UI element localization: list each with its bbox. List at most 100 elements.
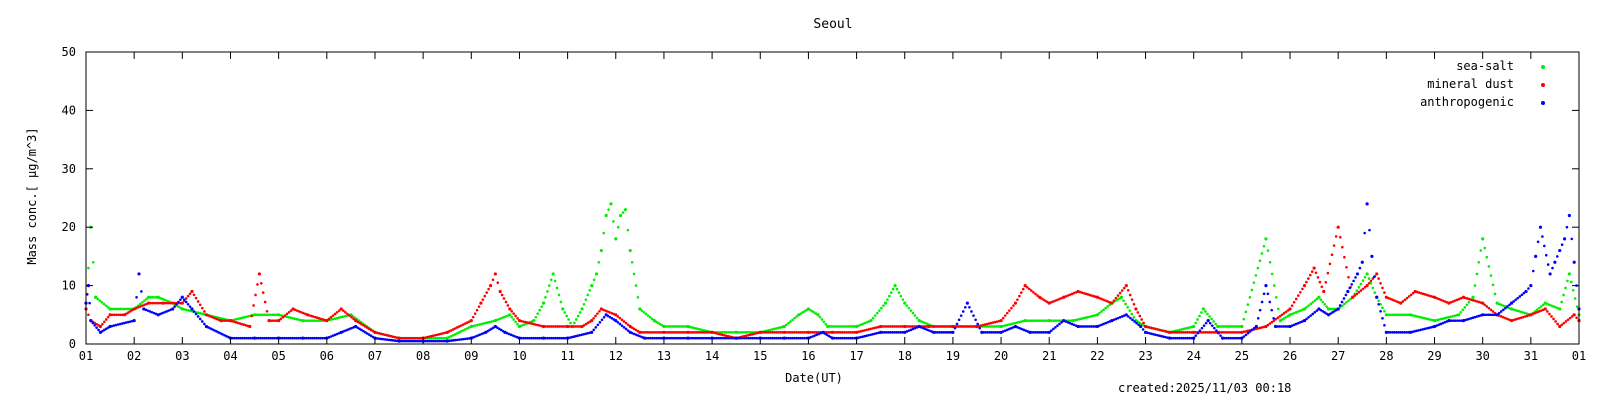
data-point: [813, 334, 816, 337]
data-point: [279, 336, 282, 340]
data-point: [985, 325, 989, 328]
data-point: [510, 315, 514, 319]
data-point: [474, 335, 477, 338]
data-point: [833, 331, 836, 334]
y-axis-label: Mass conc.[ μg/m^3]: [25, 127, 39, 264]
data-point: [1170, 331, 1173, 334]
data-point: [901, 298, 905, 301]
data-point: [1056, 298, 1059, 302]
data-point: [287, 315, 290, 319]
data-point: [551, 272, 555, 276]
data-point: [1535, 310, 1539, 314]
data-point: [861, 322, 865, 326]
data-point: [839, 331, 842, 334]
data-point: [399, 339, 403, 343]
data-point: [1135, 321, 1138, 325]
data-point: [559, 300, 563, 304]
data-point: [307, 319, 311, 322]
data-point: [1373, 291, 1377, 294]
data-point: [1441, 299, 1445, 302]
data-point: [114, 323, 118, 327]
data-point: [1268, 260, 1272, 264]
data-point: [1449, 319, 1453, 322]
data-point: [1168, 330, 1172, 334]
data-point: [199, 312, 202, 315]
data-point: [1112, 318, 1116, 322]
data-point: [362, 324, 365, 327]
data-point: [750, 331, 754, 334]
data-point: [736, 336, 740, 340]
data-point: [1569, 280, 1573, 284]
data-point: [247, 314, 250, 318]
data-point: [550, 325, 553, 328]
data-point: [1313, 299, 1317, 302]
data-point: [734, 330, 738, 334]
data-point: [869, 319, 873, 323]
data-point: [907, 329, 911, 332]
data-point: [720, 333, 724, 337]
data-point: [1423, 316, 1426, 320]
data-point: [106, 315, 110, 319]
data-point: [1441, 321, 1445, 325]
data-point: [1354, 276, 1357, 279]
x-axis-label: Date(UT): [785, 371, 843, 385]
data-point: [766, 336, 770, 340]
data-point: [433, 336, 437, 340]
data-point: [1357, 290, 1361, 294]
data-point: [1315, 309, 1319, 312]
data-point: [991, 321, 995, 324]
data-point: [1056, 324, 1059, 327]
data-point: [331, 314, 335, 317]
data-point: [1305, 280, 1308, 284]
data-point: [1369, 279, 1373, 283]
data-point: [1401, 331, 1404, 334]
data-point: [331, 334, 335, 337]
data-point: [1058, 322, 1061, 326]
data-point: [1323, 302, 1327, 306]
data-point: [992, 331, 995, 334]
data-point: [803, 336, 806, 340]
data-point: [143, 303, 146, 307]
data-point: [1118, 291, 1122, 295]
data-point: [1001, 316, 1005, 320]
data-point: [851, 331, 854, 334]
data-point: [165, 310, 168, 313]
data-point: [1407, 295, 1411, 298]
data-point: [348, 327, 351, 331]
data-point: [616, 321, 620, 324]
x-tick-label: 18: [898, 349, 912, 363]
data-point: [108, 307, 112, 311]
data-point: [147, 295, 151, 299]
data-point: [267, 336, 270, 340]
data-point: [553, 279, 557, 283]
data-point: [1572, 260, 1576, 264]
data-point: [889, 331, 892, 334]
data-point: [1345, 300, 1348, 304]
data-point: [897, 291, 901, 294]
data-point: [1417, 329, 1420, 332]
data-point: [1176, 331, 1179, 334]
data-point: [522, 320, 525, 323]
data-point: [826, 324, 830, 329]
data-point: [1564, 286, 1567, 290]
data-point: [891, 331, 895, 334]
data-point: [1256, 317, 1260, 320]
data-point: [1371, 277, 1375, 280]
data-point: [337, 309, 341, 312]
data-point: [811, 335, 814, 338]
data-point: [674, 336, 678, 340]
data-point: [1343, 302, 1346, 306]
data-point: [1553, 260, 1557, 264]
data-point: [342, 330, 345, 333]
data-point: [1323, 311, 1327, 314]
data-point: [1321, 309, 1325, 313]
data-point: [1427, 317, 1430, 321]
data-point: [548, 325, 551, 328]
data-point: [409, 336, 413, 340]
data-point: [256, 283, 259, 286]
data-point: [327, 336, 331, 339]
data-point: [817, 332, 821, 336]
data-point: [1090, 325, 1093, 328]
data-point: [620, 324, 624, 327]
data-point: [592, 278, 596, 282]
